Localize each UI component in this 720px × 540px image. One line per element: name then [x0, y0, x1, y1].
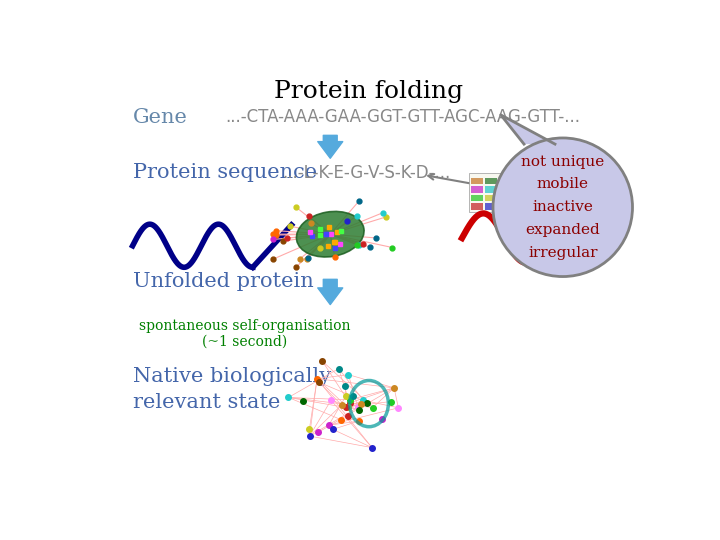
Text: one amino acid: one amino acid [428, 174, 592, 202]
Text: Gene: Gene [132, 107, 187, 127]
Bar [485, 204, 497, 210]
Text: ...-CTA-AAA-GAA-GGT-GTT-AGC-AAG-GTT-...: ...-CTA-AAA-GAA-GGT-GTT-AGC-AAG-GTT-... [225, 108, 580, 126]
FancyArrowPatch shape [318, 279, 343, 305]
FancyArrowPatch shape [318, 136, 343, 158]
Bar [472, 186, 483, 193]
Bar [485, 178, 497, 184]
Text: spontaneous self-organisation
(~1 second): spontaneous self-organisation (~1 second… [139, 319, 351, 349]
Text: Protein folding: Protein folding [274, 80, 464, 103]
Ellipse shape [297, 212, 364, 257]
Bar [472, 195, 483, 201]
Bar [485, 186, 497, 193]
Polygon shape [500, 115, 555, 144]
Bar [472, 204, 483, 210]
Text: Protein sequence: Protein sequence [132, 163, 317, 182]
Text: ...-L-K-E-G-V-S-K-D-...: ...-L-K-E-G-V-S-K-D-... [282, 164, 451, 181]
Ellipse shape [493, 138, 632, 276]
Bar [485, 195, 497, 201]
Text: not unique
mobile
inactive
expanded
irregular: not unique mobile inactive expanded irre… [521, 154, 604, 260]
Text: Unfolded protein: Unfolded protein [132, 273, 313, 292]
Text: Native biologically
relevant state: Native biologically relevant state [132, 367, 331, 413]
Bar [472, 178, 483, 184]
FancyBboxPatch shape [469, 173, 503, 212]
